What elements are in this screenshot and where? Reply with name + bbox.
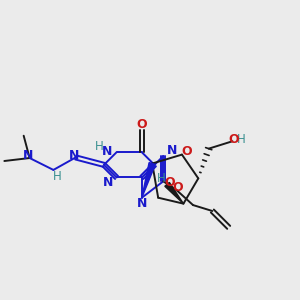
Text: H: H bbox=[236, 133, 245, 146]
Text: N: N bbox=[136, 197, 147, 210]
Text: N: N bbox=[23, 149, 33, 162]
Text: H: H bbox=[52, 170, 61, 183]
Text: N: N bbox=[103, 176, 113, 189]
Text: H: H bbox=[95, 140, 104, 153]
Polygon shape bbox=[165, 182, 183, 204]
Text: N: N bbox=[167, 144, 177, 157]
Text: N: N bbox=[102, 145, 112, 158]
Text: O: O bbox=[164, 176, 175, 189]
Text: N: N bbox=[69, 148, 80, 162]
Text: O: O bbox=[136, 118, 146, 131]
Text: O: O bbox=[173, 181, 184, 194]
Text: O: O bbox=[229, 133, 239, 146]
Text: O: O bbox=[181, 145, 192, 158]
Text: H: H bbox=[158, 172, 166, 185]
Polygon shape bbox=[142, 163, 155, 198]
